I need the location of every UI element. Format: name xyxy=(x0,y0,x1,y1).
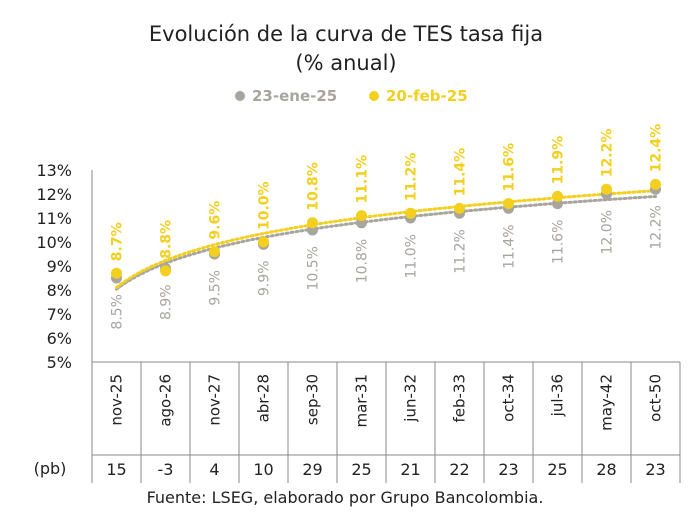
x-tick-label: nov-27 xyxy=(206,374,224,426)
label-23-ene-25: 11.6% xyxy=(551,220,567,264)
chart-title: Evolución de la curva de TES tasa fija (… xyxy=(149,22,543,75)
pb-value: 29 xyxy=(302,460,322,479)
source-note: Fuente: LSEG, elaborado por Grupo Bancol… xyxy=(147,488,544,507)
point-2 xyxy=(307,217,318,229)
y-tick-label: 13% xyxy=(36,161,72,180)
x-tick-label: jul-36 xyxy=(549,374,567,417)
chart-title-line-1: Evolución de la curva de TES tasa fija xyxy=(149,22,543,46)
y-tick-label: 12% xyxy=(36,185,72,204)
point-2 xyxy=(503,198,514,210)
label-20-feb-25: 11.2% xyxy=(404,153,420,202)
point-2 xyxy=(111,267,122,279)
y-tick-label: 6% xyxy=(47,329,72,348)
label-20-feb-25: 11.1% xyxy=(355,155,371,204)
pb-value: 23 xyxy=(645,460,665,479)
label-20-feb-25: 9.6% xyxy=(208,201,224,240)
legend-label-2: 20-feb-25 xyxy=(386,87,468,105)
label-20-feb-25: 12.4% xyxy=(649,124,665,173)
pb-value: 23 xyxy=(498,460,518,479)
pb-value: 28 xyxy=(596,460,616,479)
label-20-feb-25: 11.4% xyxy=(453,148,469,197)
x-tick-label: mar-31 xyxy=(353,374,371,428)
x-tick-label: sep-30 xyxy=(304,374,322,425)
point-2 xyxy=(209,246,220,258)
x-tick-label: may-42 xyxy=(598,374,616,431)
value-labels: 8.5% 8.9% 9.5% 9.9% 10.5% 10.8% 11.0% 11.2% 11.4… xyxy=(110,124,665,330)
y-tick-label: 7% xyxy=(47,305,72,324)
label-20-feb-25: 10.8% xyxy=(306,162,322,211)
label-23-ene-25: 11.0% xyxy=(404,234,420,278)
y-tick-label: 5% xyxy=(47,353,72,372)
x-tick-label: jun-32 xyxy=(402,374,420,423)
label-23-ene-25: 9.5% xyxy=(208,270,224,306)
point-2 xyxy=(258,236,269,248)
pb-value: 25 xyxy=(547,460,567,479)
pb-value: 22 xyxy=(449,460,469,479)
label-23-ene-25: 12.0% xyxy=(600,210,616,254)
point-2 xyxy=(650,178,661,190)
point-2 xyxy=(454,202,465,214)
label-23-ene-25: 8.9% xyxy=(159,284,175,320)
legend-marker-2 xyxy=(369,91,379,101)
point-2 xyxy=(160,265,171,277)
x-tick-label: oct-34 xyxy=(500,374,518,422)
label-20-feb-25: 11.6% xyxy=(502,143,518,192)
label-23-ene-25: 9.9% xyxy=(257,260,273,296)
legend-label-1: 23-ene-25 xyxy=(252,87,337,105)
point-2 xyxy=(552,190,563,202)
label-20-feb-25: 8.7% xyxy=(110,222,126,261)
pb-value: 15 xyxy=(106,460,126,479)
x-tick-label: ago-26 xyxy=(157,374,175,427)
y-tick-label: 11% xyxy=(36,209,72,228)
x-axis-table: nov-25 ago-26 nov-27 abr-28 sep-30 mar-31 jun-… xyxy=(34,170,681,483)
label-20-feb-25: 11.9% xyxy=(551,136,567,185)
x-tick-label: feb-33 xyxy=(451,374,469,423)
x-tick-label: abr-28 xyxy=(255,374,273,422)
y-tick-label: 9% xyxy=(47,257,72,276)
label-23-ene-25: 8.5% xyxy=(110,294,126,330)
data-points xyxy=(111,178,661,284)
trend-lines xyxy=(115,189,657,291)
y-tick-label: 10% xyxy=(36,233,72,252)
chart-title-line-2: (% anual) xyxy=(295,51,396,75)
label-20-feb-25: 10.0% xyxy=(257,181,273,230)
x-tick-label: oct-50 xyxy=(647,374,665,422)
label-23-ene-25: 11.2% xyxy=(453,229,469,273)
trend-line-2 xyxy=(115,189,657,289)
pb-value: 25 xyxy=(351,460,371,479)
pb-value: -3 xyxy=(158,460,174,479)
label-23-ene-25: 12.2% xyxy=(649,205,665,249)
point-2 xyxy=(356,210,367,222)
pb-row-label: (pb) xyxy=(34,459,67,478)
label-23-ene-25: 11.4% xyxy=(502,224,518,268)
x-tick-label: nov-25 xyxy=(108,374,126,426)
point-2 xyxy=(405,207,416,219)
pb-value: 21 xyxy=(400,460,420,479)
point-2 xyxy=(601,183,612,195)
label-20-feb-25: 8.8% xyxy=(159,220,175,259)
legend: 23-ene-25 20-feb-25 xyxy=(235,87,468,105)
y-tick-label: 8% xyxy=(47,281,72,300)
pb-value: 10 xyxy=(253,460,273,479)
label-23-ene-25: 10.5% xyxy=(306,246,322,290)
label-20-feb-25: 12.2% xyxy=(600,129,616,178)
label-23-ene-25: 10.8% xyxy=(355,239,371,283)
pb-value: 4 xyxy=(209,460,219,479)
legend-marker-1 xyxy=(235,91,245,101)
trend-line-1 xyxy=(115,195,657,291)
y-axis: 13% 12% 11% 10% 9% 8% 7% 6% 5% xyxy=(36,161,72,372)
